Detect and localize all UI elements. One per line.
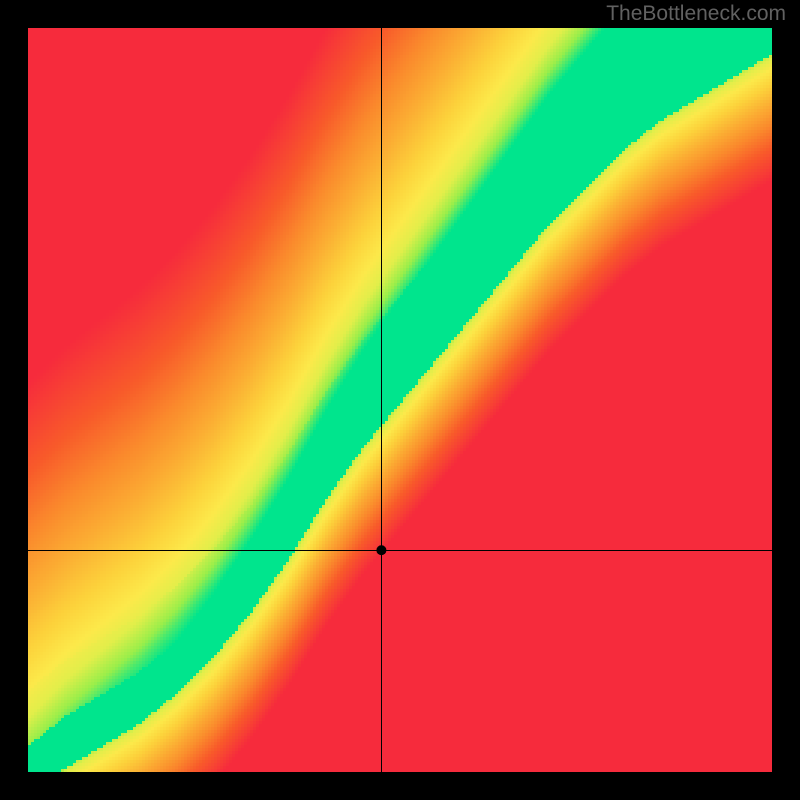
watermark-text: TheBottleneck.com	[606, 2, 786, 26]
plot-area	[28, 28, 772, 772]
crosshair-overlay	[28, 28, 772, 772]
chart-container: TheBottleneck.com	[0, 0, 800, 800]
